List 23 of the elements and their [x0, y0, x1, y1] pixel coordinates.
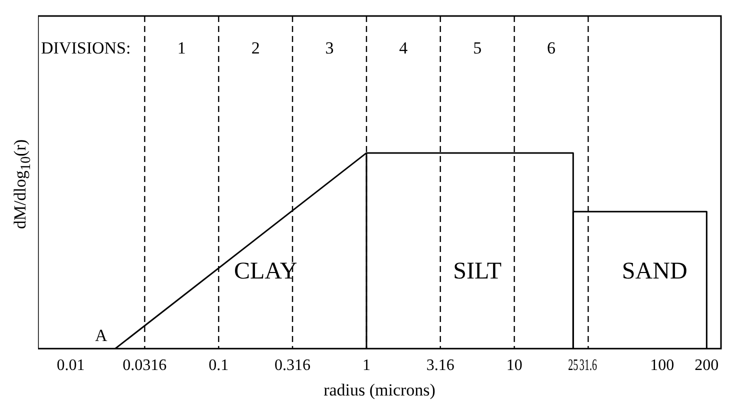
annotation: SAND — [622, 258, 688, 285]
x-tick-label: 25 — [568, 355, 578, 374]
x-tick-label: 1 — [362, 356, 370, 374]
x-tick-label: 0.01 — [56, 356, 85, 374]
x-tick-label: 200 — [694, 356, 719, 374]
annotation: SILT — [453, 258, 502, 285]
text: 5 — [473, 38, 482, 58]
x-tick-label: 0.0316 — [122, 356, 167, 374]
annotation: A — [95, 326, 108, 346]
x-axis-title: radius (microns) — [324, 380, 436, 400]
text: DIVISIONS: — [41, 38, 131, 58]
x-tick-label: 0.1 — [208, 356, 229, 374]
x-tick-label: 31.6 — [579, 355, 598, 374]
text: 2 — [251, 38, 260, 58]
text: 1 — [177, 38, 186, 58]
text: 3 — [325, 38, 334, 58]
x-tick-label: 100 — [650, 356, 674, 374]
x-tick-label: 0.316 — [274, 356, 311, 374]
text: 6 — [547, 38, 556, 58]
x-tick-label: 3.16 — [426, 356, 454, 374]
annotation: CLAY — [234, 258, 298, 285]
text: 4 — [399, 38, 408, 58]
x-tick-label: 10 — [506, 356, 522, 374]
